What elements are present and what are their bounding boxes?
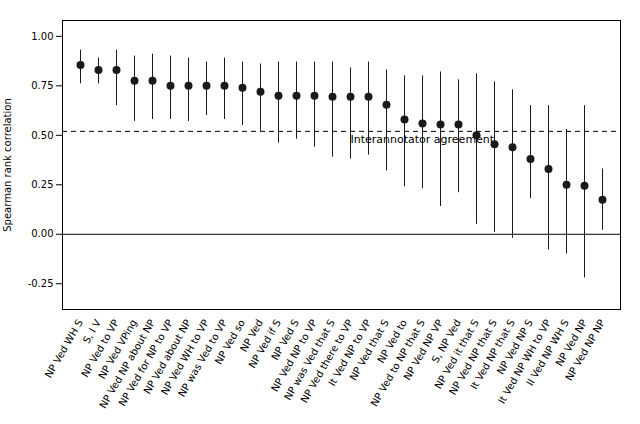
svg-text:NP Ved to NP that S: NP Ved to NP that S bbox=[368, 317, 427, 409]
svg-text:NP Ved NP VP: NP Ved NP VP bbox=[401, 317, 445, 382]
svg-text:NP Ved so: NP Ved so bbox=[212, 317, 247, 367]
svg-text:S, I V: S, I V bbox=[80, 317, 103, 346]
svg-text:Interannotator agreement: Interannotator agreement bbox=[350, 133, 495, 147]
svg-text:NP Ved NP S: NP Ved NP S bbox=[494, 317, 535, 377]
svg-text:Spearman rank correlation: Spearman rank correlation bbox=[2, 98, 13, 232]
svg-text:NP Ved NP to VP: NP Ved NP to VP bbox=[268, 317, 319, 394]
svg-text:NP was Ved that S: NP was Ved that S bbox=[282, 317, 337, 402]
svg-text:It Ved NP that S: It Ved NP that S bbox=[468, 317, 517, 391]
svg-text:0.25: 0.25 bbox=[31, 179, 53, 190]
svg-text:II Ved NP WH S: II Ved NP WH S bbox=[524, 317, 571, 388]
svg-text:NP Ved VPing: NP Ved VPing bbox=[96, 317, 139, 381]
svg-text:NP Ved to VP: NP Ved to VP bbox=[79, 317, 121, 379]
svg-text:NP Ved S: NP Ved S bbox=[269, 317, 301, 362]
svg-text:0.75: 0.75 bbox=[31, 80, 53, 91]
svg-text:NP Ved to: NP Ved to bbox=[375, 317, 409, 366]
svg-text:NP Ved for NP to VP: NP Ved for NP to VP bbox=[116, 317, 175, 409]
svg-text:NP Ved that S: NP Ved that S bbox=[347, 317, 391, 383]
svg-text:NP Ved there to VP: NP Ved there to VP bbox=[298, 317, 355, 405]
svg-text:It Ved NP to VP: It Ved NP to VP bbox=[326, 317, 373, 388]
svg-text:It Ved NP WH to VP: It Ved NP WH to VP bbox=[495, 317, 553, 406]
svg-text:NP Ved WH to VP: NP Ved WH to VP bbox=[158, 317, 211, 397]
svg-text:NP Ved it that S: NP Ved it that S bbox=[432, 317, 481, 391]
svg-text:NP Ved if S: NP Ved if S bbox=[246, 317, 283, 371]
svg-text:-0.25: -0.25 bbox=[28, 278, 54, 289]
svg-text:NP Ved NP about NP: NP Ved NP about NP bbox=[97, 317, 157, 411]
svg-text:NP Ved NP that S: NP Ved NP that S bbox=[447, 317, 499, 397]
svg-text:0.00: 0.00 bbox=[31, 228, 53, 239]
svg-text:NP was Ved to VP: NP was Ved to VP bbox=[175, 317, 229, 399]
svg-text:S, NP Ved: S, NP Ved bbox=[429, 317, 463, 365]
svg-text:NP Ved: NP Ved bbox=[237, 317, 265, 354]
svg-text:NP Ved WH S: NP Ved WH S bbox=[43, 318, 85, 380]
svg-text:NP Ved about NP: NP Ved about NP bbox=[141, 317, 193, 396]
svg-text:1.00: 1.00 bbox=[31, 31, 53, 42]
svg-text:NP Ved NP NP: NP Ved NP NP bbox=[563, 318, 607, 383]
svg-text:0.50: 0.50 bbox=[31, 130, 53, 141]
